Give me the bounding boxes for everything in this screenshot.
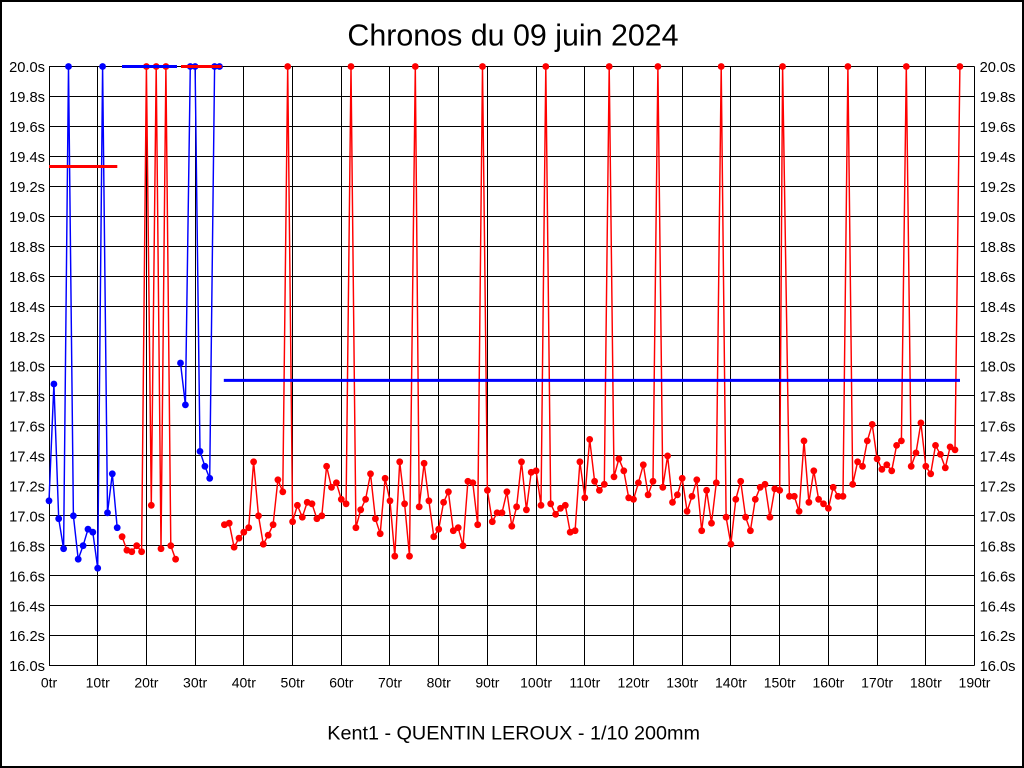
svg-text:19.4s: 19.4s (9, 150, 45, 166)
svg-text:0tr: 0tr (41, 675, 58, 691)
svg-text:18.2s: 18.2s (9, 330, 45, 346)
svg-text:18.0s: 18.0s (980, 360, 1016, 376)
svg-text:19.0s: 19.0s (9, 210, 45, 226)
svg-text:16.8s: 16.8s (9, 539, 45, 555)
svg-text:20.0s: 20.0s (980, 60, 1016, 76)
svg-text:17.4s: 17.4s (9, 450, 45, 466)
svg-text:70tr: 70tr (378, 675, 402, 691)
svg-text:30tr: 30tr (183, 675, 207, 691)
svg-text:19.8s: 19.8s (980, 90, 1016, 106)
svg-text:100tr: 100tr (520, 675, 552, 691)
svg-text:160tr: 160tr (812, 675, 844, 691)
svg-text:16.2s: 16.2s (980, 629, 1016, 645)
svg-text:18.6s: 18.6s (980, 270, 1016, 286)
svg-text:16.0s: 16.0s (9, 659, 45, 675)
svg-text:20tr: 20tr (134, 675, 158, 691)
svg-text:20.0s: 20.0s (9, 60, 45, 76)
svg-text:16.6s: 16.6s (9, 569, 45, 585)
svg-text:18.0s: 18.0s (9, 360, 45, 376)
svg-text:110tr: 110tr (569, 675, 600, 691)
svg-text:190tr: 190tr (959, 675, 991, 691)
svg-text:40tr: 40tr (232, 675, 256, 691)
svg-text:140tr: 140tr (715, 675, 747, 691)
svg-text:17.6s: 17.6s (980, 420, 1016, 436)
svg-text:18.2s: 18.2s (980, 330, 1016, 346)
svg-text:17.0s: 17.0s (9, 510, 45, 526)
svg-text:Kent1 - QUENTIN LEROUX - 1/10: Kent1 - QUENTIN LEROUX - 1/10 200mm (327, 723, 700, 745)
svg-text:19.2s: 19.2s (9, 180, 45, 196)
svg-text:19.6s: 19.6s (9, 120, 45, 136)
svg-text:16.4s: 16.4s (980, 599, 1016, 615)
svg-text:170tr: 170tr (861, 675, 893, 691)
svg-text:10tr: 10tr (86, 675, 110, 691)
svg-text:19.4s: 19.4s (980, 150, 1016, 166)
svg-text:130tr: 130tr (666, 675, 698, 691)
svg-text:150tr: 150tr (764, 675, 796, 691)
svg-text:19.2s: 19.2s (980, 180, 1016, 196)
svg-text:19.0s: 19.0s (980, 210, 1016, 226)
svg-text:60tr: 60tr (329, 675, 353, 691)
svg-text:90tr: 90tr (475, 675, 499, 691)
svg-text:17.2s: 17.2s (9, 480, 45, 496)
svg-text:18.6s: 18.6s (9, 270, 45, 286)
svg-text:17.2s: 17.2s (980, 480, 1016, 496)
svg-text:16.8s: 16.8s (980, 539, 1016, 555)
svg-text:16.2s: 16.2s (9, 629, 45, 645)
svg-text:50tr: 50tr (281, 675, 305, 691)
svg-text:16.0s: 16.0s (980, 659, 1016, 675)
svg-text:180tr: 180tr (910, 675, 942, 691)
svg-text:17.6s: 17.6s (9, 420, 45, 436)
svg-text:16.4s: 16.4s (9, 599, 45, 615)
svg-text:18.8s: 18.8s (9, 240, 45, 256)
svg-text:17.8s: 17.8s (980, 390, 1016, 406)
svg-text:17.4s: 17.4s (980, 450, 1016, 466)
svg-text:19.8s: 19.8s (9, 90, 45, 106)
svg-text:17.0s: 17.0s (980, 510, 1016, 526)
svg-text:18.4s: 18.4s (980, 300, 1016, 316)
svg-text:Chronos du 09 juin 2024: Chronos du 09 juin 2024 (347, 19, 678, 53)
svg-text:18.4s: 18.4s (9, 300, 45, 316)
svg-text:16.6s: 16.6s (980, 569, 1016, 585)
svg-text:80tr: 80tr (427, 675, 451, 691)
svg-text:120tr: 120tr (618, 675, 650, 691)
svg-text:19.6s: 19.6s (980, 120, 1016, 136)
svg-text:18.8s: 18.8s (980, 240, 1016, 256)
svg-text:17.8s: 17.8s (9, 390, 45, 406)
